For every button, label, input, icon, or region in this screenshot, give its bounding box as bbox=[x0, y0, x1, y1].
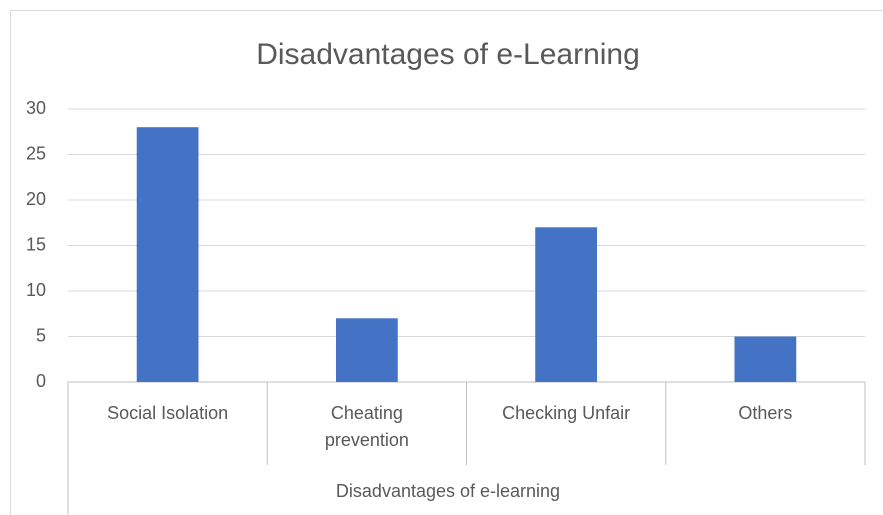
y-tick-label: 25 bbox=[26, 143, 46, 163]
x-tick-label: Social Isolation bbox=[107, 403, 228, 423]
y-tick-label: 5 bbox=[36, 325, 46, 345]
y-tick-label: 30 bbox=[26, 98, 46, 118]
bar bbox=[535, 227, 598, 382]
x-tick-label: Cheating prevention bbox=[325, 403, 409, 450]
bar bbox=[136, 127, 199, 382]
bar bbox=[734, 336, 797, 382]
y-tick-label: 20 bbox=[26, 189, 46, 209]
y-tick-label: 10 bbox=[26, 280, 46, 300]
y-tick-label: 15 bbox=[26, 234, 46, 254]
chart-border bbox=[10, 10, 883, 515]
bar bbox=[335, 318, 398, 382]
x-tick-label: Others bbox=[738, 403, 792, 423]
x-tick-label: Checking Unfair bbox=[502, 403, 630, 423]
y-tick-label: 0 bbox=[36, 371, 46, 391]
chart-title: Disadvantages of e-Learning bbox=[256, 38, 640, 71]
x-axis-label: Disadvantages of e-learning bbox=[336, 481, 560, 501]
